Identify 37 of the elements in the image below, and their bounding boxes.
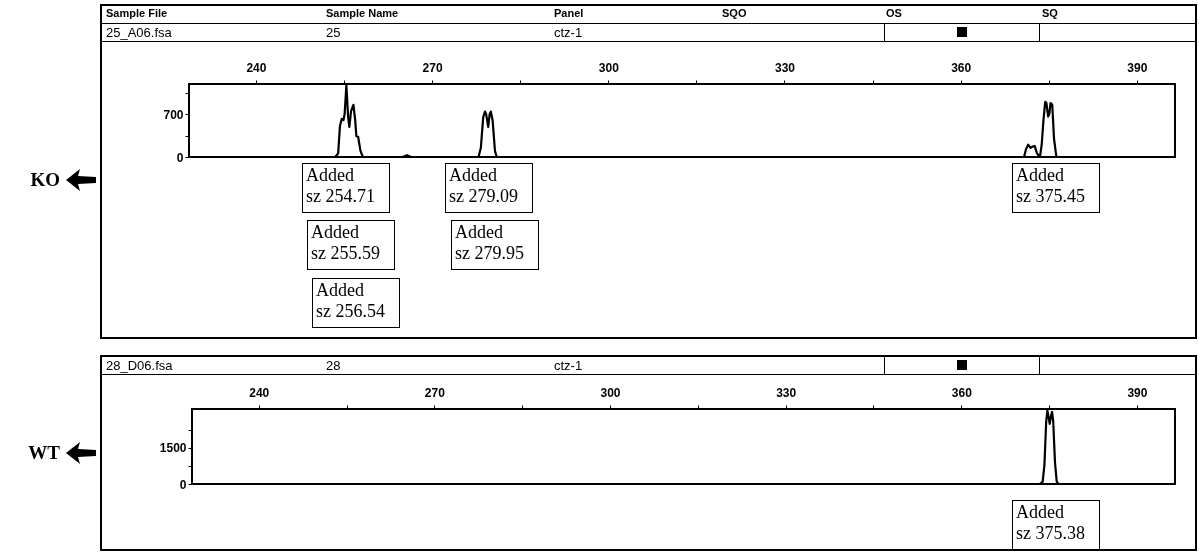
x-tick-label: 300 bbox=[600, 385, 621, 400]
x-tick-label: 390 bbox=[1127, 60, 1148, 75]
text: ctz-1 bbox=[554, 25, 583, 40]
x-tick-label: 270 bbox=[424, 385, 446, 400]
x-tick-label: 240 bbox=[246, 60, 267, 75]
text: 28_D06.fsa bbox=[106, 358, 173, 373]
text: Sample Name bbox=[326, 7, 399, 19]
text: Added sz 375.38 bbox=[1015, 501, 1086, 545]
text: OS bbox=[886, 7, 902, 19]
text: Sample File bbox=[106, 7, 168, 19]
text: 25 bbox=[326, 25, 341, 40]
x-tick-label: 360 bbox=[951, 60, 972, 75]
x-tick-label: 330 bbox=[774, 60, 796, 75]
text: 28 bbox=[326, 358, 341, 373]
x-tick-label: 390 bbox=[1127, 385, 1148, 400]
y-tick-label: 0 bbox=[179, 477, 187, 492]
text: WT bbox=[28, 442, 60, 464]
text: Added sz 255.59 bbox=[310, 221, 381, 265]
x-tick-label: 300 bbox=[598, 60, 620, 75]
text: KO bbox=[30, 169, 60, 191]
text: SQO bbox=[722, 7, 747, 19]
text: Panel bbox=[554, 7, 584, 19]
x-tick-label: 270 bbox=[422, 60, 443, 75]
y-tick-label: 1500 bbox=[159, 441, 187, 456]
x-tick-label: 240 bbox=[249, 385, 270, 400]
text: SQ bbox=[1042, 7, 1058, 19]
text: Added sz 254.71 bbox=[305, 164, 376, 208]
text: Added sz 279.09 bbox=[448, 164, 519, 208]
y-tick-label: 700 bbox=[163, 107, 184, 122]
text: ctz-1 bbox=[554, 358, 583, 373]
y-tick-label: 0 bbox=[176, 150, 184, 165]
x-tick-label: 330 bbox=[776, 385, 797, 400]
text: Added sz 256.54 bbox=[315, 279, 386, 323]
text: 25_A06.fsa bbox=[106, 25, 172, 40]
text: Added sz 279.95 bbox=[454, 221, 525, 265]
x-tick-label: 360 bbox=[951, 385, 973, 400]
text: Added sz 375.45 bbox=[1015, 164, 1086, 208]
